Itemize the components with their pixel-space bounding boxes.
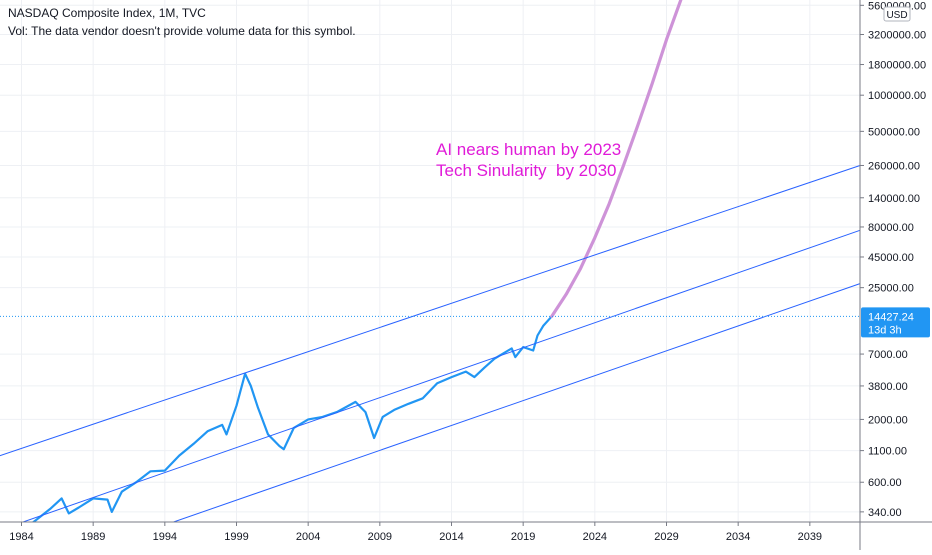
chart-title: NASDAQ Composite Index, 1M, TVC xyxy=(8,6,206,20)
x-tick-label: 2034 xyxy=(726,531,750,543)
channel-line xyxy=(150,283,861,531)
y-tick-label: 340.00 xyxy=(868,507,902,519)
y-tick-label: 140000.00 xyxy=(868,193,920,205)
last-price-badge xyxy=(861,307,930,338)
x-tick-label: 2014 xyxy=(439,531,463,543)
volume-note: Vol: The data vendor doesn't provide vol… xyxy=(8,24,356,38)
time-axis[interactable] xyxy=(0,522,932,550)
y-tick-label: 2000.00 xyxy=(868,414,908,426)
price-axis[interactable] xyxy=(860,0,932,550)
channel-line xyxy=(0,165,861,457)
projection-line xyxy=(550,0,683,318)
x-tick-label: 2019 xyxy=(511,531,535,543)
channel-line xyxy=(0,229,861,531)
x-tick-label: 2024 xyxy=(583,531,607,543)
y-tick-label: 1000000.00 xyxy=(868,90,926,102)
price-line xyxy=(0,315,553,532)
currency-badge[interactable] xyxy=(883,6,911,22)
x-tick-label: 1999 xyxy=(224,531,248,543)
y-tick-label: 600.00 xyxy=(868,477,902,489)
x-tick-label: 1984 xyxy=(9,531,33,543)
y-tick-label: 1800000.00 xyxy=(868,60,926,72)
bar-countdown: 13d 3h xyxy=(868,324,902,336)
y-tick-label: 45000.00 xyxy=(868,252,914,264)
y-tick-label: 5600000.00 xyxy=(868,0,926,12)
y-tick-label: 7000.00 xyxy=(868,349,908,361)
y-tick-label: 1100.00 xyxy=(868,446,907,458)
x-tick-label: 2004 xyxy=(296,531,320,543)
x-tick-label: 1989 xyxy=(81,531,105,543)
x-tick-label: 2009 xyxy=(368,531,392,543)
y-tick-label: 3200000.00 xyxy=(868,30,926,42)
x-tick-label: 2039 xyxy=(798,531,822,543)
currency-label: USD xyxy=(886,10,907,21)
y-tick-label: 500000.00 xyxy=(868,126,920,138)
y-tick-label: 25000.00 xyxy=(868,283,914,295)
prediction-annotation: AI nears human by 2023 Tech Sinularity b… xyxy=(436,140,622,180)
y-tick-label: 3800.00 xyxy=(868,381,908,393)
y-tick-label: 80000.00 xyxy=(868,222,914,234)
x-tick-label: 1994 xyxy=(153,531,177,543)
x-tick-label: 2029 xyxy=(654,531,678,543)
y-tick-label: 260000.00 xyxy=(868,160,920,172)
last-price-value: 14427.24 xyxy=(868,311,914,323)
